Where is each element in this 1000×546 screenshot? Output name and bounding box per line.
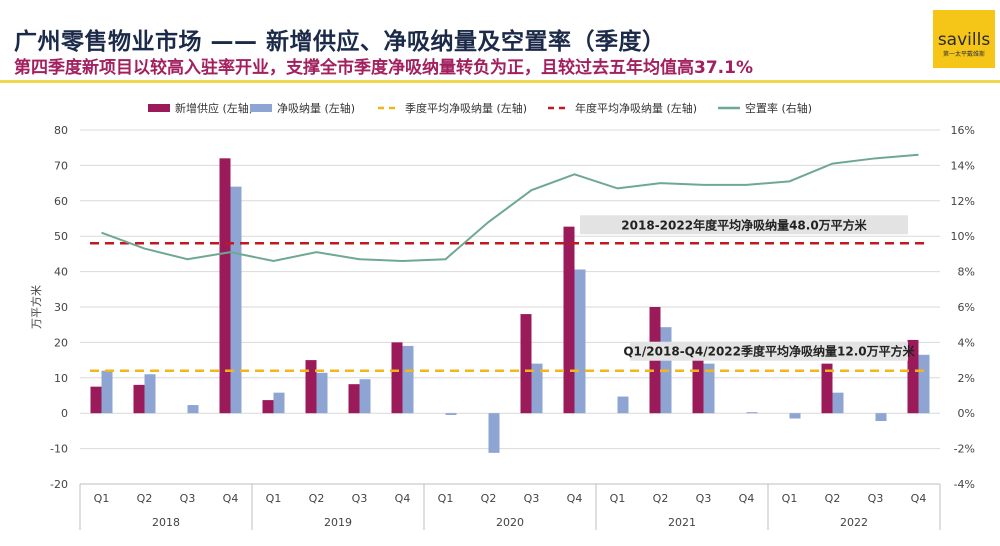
bar-new-supply: [563, 226, 575, 414]
bar-net-absorption: [187, 405, 199, 414]
vacancy-rate-line: [101, 153, 919, 263]
x-tick-label: Q2: [137, 492, 153, 505]
legend-label: 季度平均净吸纳量 (左轴): [405, 101, 527, 115]
y2-tick-label: 4%: [958, 336, 975, 349]
year-label: 2019: [324, 516, 352, 529]
bar-new-supply: [907, 339, 919, 414]
bar-net-absorption: [703, 363, 715, 414]
legend-swatch: [148, 104, 170, 112]
y2-tick-label: 14%: [951, 159, 975, 172]
page-subtitle: 第四季度新项目以较高入驻率开业，支撑全市季度净吸纳量转负为正，且较过去五年均值高…: [14, 58, 753, 78]
x-tick-label: Q1: [266, 492, 282, 505]
bar-net-absorption: [101, 370, 113, 414]
year-label: 2022: [840, 516, 868, 529]
bar-net-absorption: [832, 392, 844, 414]
bar-new-supply: [90, 386, 102, 414]
bar-net-absorption: [488, 413, 500, 453]
bar-net-absorption: [445, 413, 457, 415]
legend-label: 空置率 (右轴): [745, 101, 812, 115]
bar-net-absorption: [918, 354, 930, 414]
y2-tick-label: 10%: [951, 230, 975, 243]
bar-net-absorption: [230, 186, 242, 414]
x-tick-label: Q3: [868, 492, 884, 505]
divider: [0, 80, 1000, 83]
y-tick-label: 30: [54, 301, 68, 314]
legend-swatch: [250, 104, 272, 112]
bar-net-absorption: [789, 413, 801, 419]
y-tick-label: 40: [54, 266, 68, 279]
y2-tick-label: 8%: [958, 266, 975, 279]
bar-net-absorption: [875, 413, 887, 421]
x-tick-label: Q1: [94, 492, 110, 505]
bar-new-supply: [821, 363, 833, 414]
legend-label: 年度平均净吸纳量 (左轴): [575, 101, 697, 115]
x-tick-label: Q1: [438, 492, 454, 505]
x-tick-label: Q4: [911, 492, 927, 505]
year-label: 2021: [668, 516, 696, 529]
logo-text: savills: [937, 30, 991, 50]
bar-net-absorption: [316, 372, 328, 414]
x-tick-label: Q2: [825, 492, 841, 505]
year-label: 2020: [496, 516, 524, 529]
y-tick-label: 0: [61, 407, 68, 420]
bar-net-absorption: [617, 396, 629, 414]
bar-net-absorption: [574, 269, 586, 414]
annotation-box: [630, 341, 908, 361]
x-tick-label: Q1: [610, 492, 626, 505]
y-tick-label: 60: [54, 195, 68, 208]
legend-label: 净吸纳量 (左轴): [277, 101, 355, 115]
bar-new-supply: [305, 360, 317, 414]
y-tick-label: 80: [54, 124, 68, 137]
y2-tick-label: 2%: [958, 372, 975, 385]
bar-new-supply: [692, 360, 704, 414]
bar-new-supply: [520, 314, 532, 414]
savills-logo: savills 第一太平戴维斯: [933, 10, 995, 68]
x-tick-label: Q2: [481, 492, 497, 505]
bar-new-supply: [348, 384, 360, 414]
y-tick-label: -10: [50, 443, 68, 456]
y-tick-label: 10: [54, 372, 68, 385]
y2-tick-label: 12%: [951, 195, 975, 208]
y-tick-label: 70: [54, 159, 68, 172]
y2-tick-label: -2%: [954, 443, 975, 456]
y2-tick-label: 6%: [958, 301, 975, 314]
y2-tick-label: 0%: [958, 407, 975, 420]
x-tick-label: Q3: [524, 492, 540, 505]
year-label: 2018: [152, 516, 180, 529]
bar-net-absorption: [531, 363, 543, 414]
bar-net-absorption: [402, 345, 414, 414]
bar-net-absorption: [144, 374, 156, 414]
bar-new-supply: [219, 158, 231, 414]
bar-net-absorption: [359, 379, 371, 414]
legend-label: 新增供应 (左轴): [175, 101, 253, 115]
bar-net-absorption: [746, 412, 758, 414]
annotation-label: 2018-2022年度平均净吸纳量48.0万平方米: [621, 217, 867, 232]
y-tick-label: -20: [50, 478, 68, 491]
page-title: 广州零售物业市场 —— 新增供应、净吸纳量及空置率（季度）: [14, 29, 666, 55]
x-tick-label: Q4: [223, 492, 239, 505]
bar-net-absorption: [273, 392, 285, 414]
x-tick-label: Q2: [309, 492, 325, 505]
x-tick-label: Q3: [352, 492, 368, 505]
x-tick-label: Q4: [739, 492, 755, 505]
annotation-label: Q1/2018-Q4/2022季度平均净吸纳量12.0万平方米: [623, 344, 915, 359]
x-tick-label: Q4: [395, 492, 411, 505]
bar-new-supply: [133, 384, 145, 414]
logo-subtext: 第一太平戴维斯: [942, 51, 985, 58]
x-tick-label: Q3: [696, 492, 712, 505]
bar-new-supply: [262, 400, 274, 414]
bar-new-supply: [391, 342, 403, 414]
y2-tick-label: -4%: [954, 478, 975, 491]
y-tick-label: 20: [54, 336, 68, 349]
x-tick-label: Q3: [180, 492, 196, 505]
y2-tick-label: 16%: [951, 124, 975, 137]
annotation-box: [580, 215, 908, 235]
y-axis-label: 万平方米: [29, 285, 43, 329]
x-tick-label: Q4: [567, 492, 583, 505]
x-tick-label: Q1: [782, 492, 798, 505]
x-tick-label: Q2: [653, 492, 669, 505]
y-tick-label: 50: [54, 230, 68, 243]
